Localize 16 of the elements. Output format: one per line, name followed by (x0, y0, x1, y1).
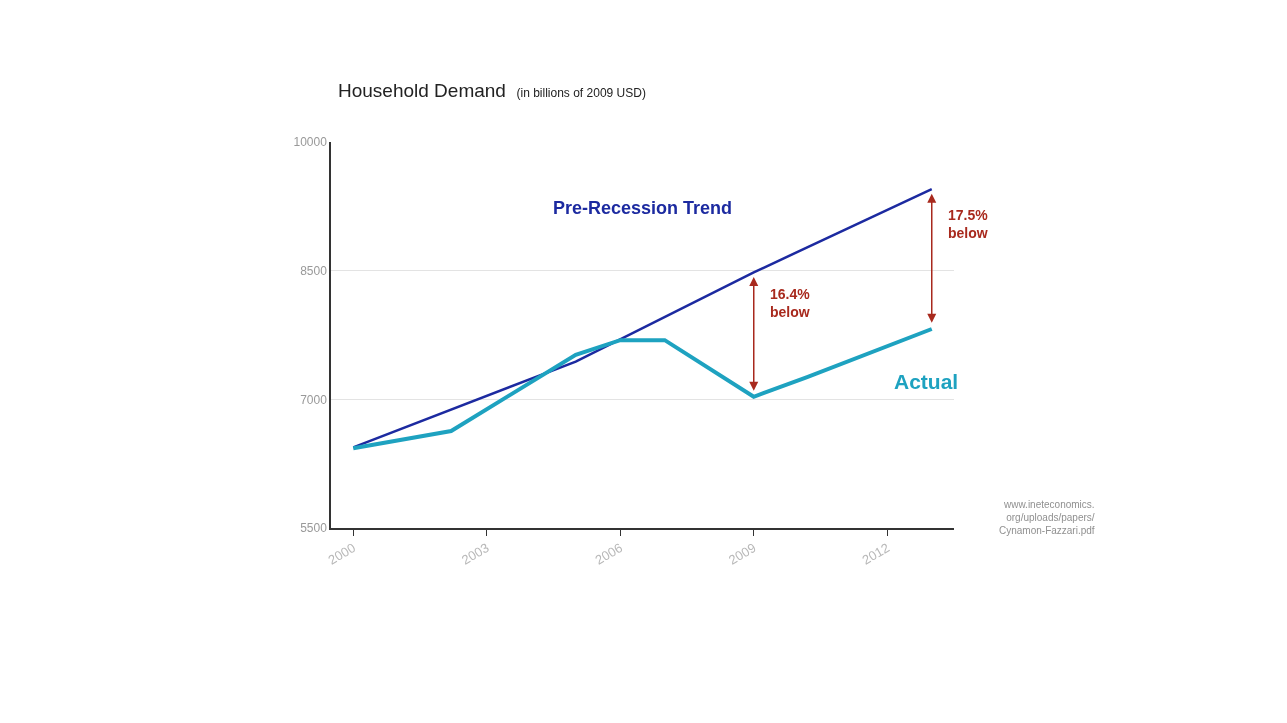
annotation: 16.4% below (770, 286, 811, 321)
text: Pre-Recession Trend (553, 198, 733, 218)
x-tick-label: 2012 (859, 540, 892, 568)
annotation: 17.5% below (948, 207, 989, 242)
series-label: Actual (894, 370, 959, 393)
y-tick-label: 10000 (293, 135, 328, 150)
y-tick-label: 7000 (300, 392, 328, 407)
x-tick-label: 2006 (592, 540, 625, 568)
chart-subtitle: (in billions of 2009 USD) (516, 86, 646, 100)
x-tick-label: 2009 (725, 540, 759, 568)
x-tick-label: 2003 (458, 540, 492, 568)
y-tick-label: 8500 (300, 263, 328, 278)
chart-title: Household Demand (338, 80, 506, 101)
text: www.ineteconomics.org/uploads/papers/Cynamon-Fazzari.pdf (999, 499, 1095, 536)
y-tick-label: 5500 (300, 521, 328, 536)
x-tick-label: 2000 (325, 540, 358, 568)
